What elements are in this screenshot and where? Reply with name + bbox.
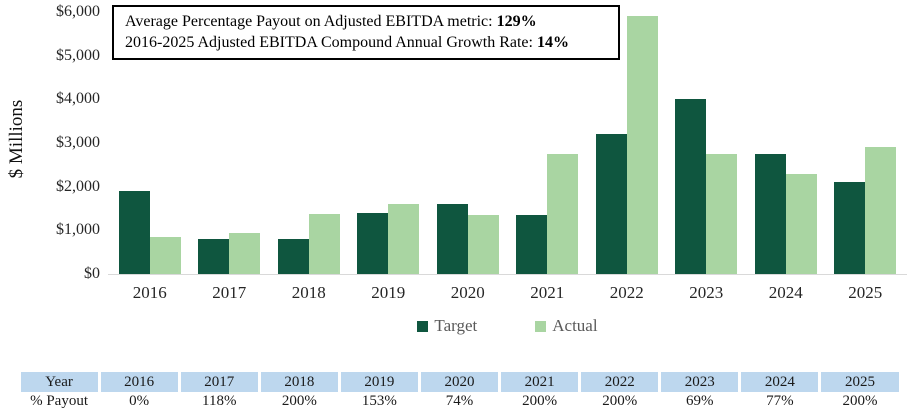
x-axis-label-2023: 2023	[689, 283, 724, 302]
bar-target-2024	[754, 154, 786, 274]
bar-target-2018	[277, 239, 309, 274]
bar-target-2020	[436, 204, 468, 274]
table-payout-cell-2023: 69%	[686, 393, 714, 409]
bar-target-2025	[834, 182, 866, 274]
table-year-cell-2024: 2024	[741, 372, 819, 392]
table-payout-cell-2021: 200%	[522, 393, 558, 409]
payout-table: Year 2016 2017 2018 2019 2020 2021 2022 2023 2024…	[19, 372, 900, 411]
x-axis-line	[108, 274, 907, 275]
table-year-cell-2016: 2016	[100, 372, 178, 392]
legend-label: Actual	[552, 316, 598, 335]
bar-group-2016	[110, 12, 190, 274]
x-axis-label-2020: 2020	[450, 283, 485, 302]
legend-item-actual: Actual	[535, 316, 598, 336]
annotation-line-1: Average Percentage Payout on Adjusted EB…	[125, 13, 537, 30]
y-tick-label: $3,000	[56, 134, 100, 151]
payout-table-values-row: % Payout 0% 118% 200% 153% 74% 200% 200% 69% 77% 2…	[19, 392, 900, 411]
bar-actual-2022	[626, 16, 658, 274]
x-axis-label-2019: 2019	[371, 283, 406, 302]
bar-actual-2016	[149, 237, 181, 274]
y-tick-label: $5,000	[56, 46, 100, 64]
table-year-cell-2022: 2022	[581, 372, 659, 392]
cagr-value: 14%	[536, 34, 569, 51]
annotation-box: Average Percentage Payout on Adjusted EB…	[112, 5, 620, 60]
table-payout-cell-2017: 118%	[202, 393, 237, 409]
bar-actual-2021	[547, 154, 579, 274]
legend-item-target: Target	[417, 316, 477, 336]
x-axis-label-2016: 2016	[132, 283, 167, 302]
x-axis-label-2022: 2022	[609, 283, 644, 302]
table-year-cell-2017: 2017	[180, 372, 258, 392]
payout-table-header-row: Year 2016 2017 2018 2019 2020 2021 2022 2023 2024…	[19, 372, 900, 392]
y-tick-label: $6,000	[56, 3, 100, 20]
bar-actual-2025	[865, 147, 897, 274]
bar-group-2022	[587, 12, 667, 274]
bar-group-2025	[826, 12, 906, 274]
bar-target-2019	[357, 213, 389, 274]
plot-area	[110, 12, 905, 274]
x-axis-label-2017: 2017	[212, 283, 247, 302]
bar-actual-2019	[388, 204, 420, 274]
y-tick-label: $1,000	[56, 221, 100, 239]
chart-legend: Target Actual	[110, 316, 905, 336]
bar-actual-2018	[308, 214, 340, 274]
legend-swatch-actual-icon	[535, 320, 547, 332]
x-axis-label-2018: 2018	[291, 283, 326, 302]
avg-payout-value: 129%	[496, 13, 537, 30]
bar-target-2017	[198, 239, 230, 274]
table-payout-cell-2024: 77%	[766, 393, 794, 409]
bar-group-2024	[746, 12, 826, 274]
table-payout-cell-2022: 200%	[602, 393, 638, 409]
x-axis-label-2021: 2021	[530, 283, 565, 302]
bar-group-2023	[667, 12, 747, 274]
annotation-line-2: 2016-2025 Adjusted EBITDA Compound Annua…	[125, 34, 569, 51]
x-axis-label-2024: 2024	[768, 283, 803, 302]
table-year-cell-2018: 2018	[260, 372, 338, 392]
bar-target-2021	[516, 215, 548, 274]
table-year-cell-label: Year	[20, 372, 98, 392]
bar-group-2021	[508, 12, 588, 274]
table-year-cell-2023: 2023	[661, 372, 739, 392]
y-tick-label: $4,000	[56, 90, 100, 108]
y-tick-label: $2,000	[56, 177, 100, 195]
table-year-cell-2021: 2021	[501, 372, 579, 392]
bar-group-2020	[428, 12, 508, 274]
bar-group-2017	[190, 12, 270, 274]
bar-group-2019	[349, 12, 429, 274]
table-payout-cell-2016: 0%	[129, 393, 150, 409]
x-axis-label-2025: 2025	[848, 283, 883, 302]
bar-actual-2024	[785, 174, 817, 274]
bar-target-2023	[675, 99, 707, 274]
table-payout-cell-2019: 153%	[361, 393, 397, 409]
bar-actual-2020	[467, 215, 499, 274]
table-year-cell-2025: 2025	[821, 372, 899, 392]
table-payout-cell-2025: 200%	[842, 393, 878, 409]
bar-group-2018	[269, 12, 349, 274]
table-year-cell-2019: 2019	[340, 372, 418, 392]
legend-label: Target	[434, 316, 478, 335]
bar-actual-2017	[229, 233, 261, 274]
bar-target-2016	[118, 191, 150, 274]
bar-actual-2023	[706, 154, 738, 274]
table-payout-cell-2020: 74%	[445, 393, 474, 409]
bar-target-2022	[595, 134, 627, 274]
table-year-cell-2020: 2020	[420, 372, 499, 392]
table-payout-cell-2018: 200%	[281, 393, 317, 409]
table-payout-cell-label: % Payout	[30, 393, 88, 409]
legend-swatch-target-icon	[417, 320, 429, 332]
y-tick-label: $0	[84, 265, 100, 282]
